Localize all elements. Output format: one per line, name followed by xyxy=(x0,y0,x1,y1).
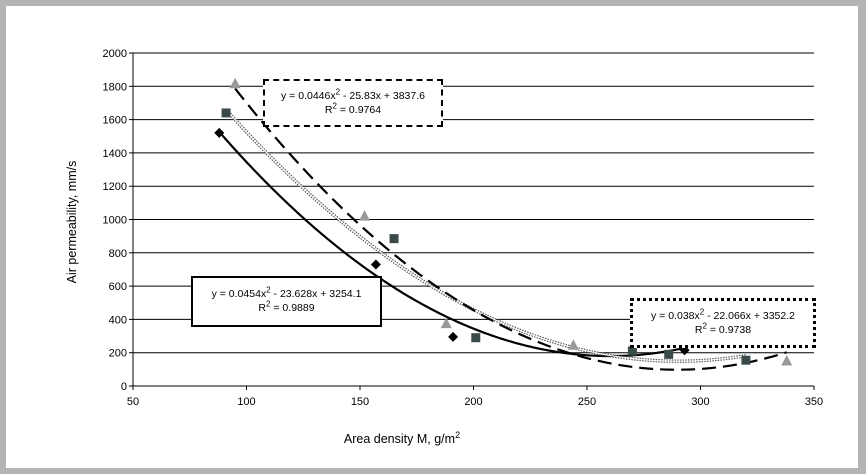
y-tick-label: 2000 xyxy=(103,48,127,60)
y-tick-label: 400 xyxy=(109,314,127,326)
x-tick-label: 150 xyxy=(351,396,369,408)
square-point xyxy=(627,346,637,356)
triangle-point xyxy=(781,355,793,366)
trendline-solid xyxy=(218,131,685,358)
square-point xyxy=(221,108,231,118)
square-point xyxy=(471,333,481,343)
x-tick-label: 200 xyxy=(464,396,482,408)
trendline-dotted-inner xyxy=(225,109,746,362)
x-tick-label: 300 xyxy=(691,396,709,408)
y-tick-label: 0 xyxy=(121,381,127,393)
y-tick-label: 200 xyxy=(109,348,127,360)
triangle-point xyxy=(359,210,371,221)
y-tick-label: 1000 xyxy=(103,215,127,227)
chart-svg: 0 200 400 600 800 1000 1200 1400 1600 1800 2000 50… xyxy=(65,48,823,446)
square-point xyxy=(389,234,399,244)
y-tick-label: 1400 xyxy=(103,148,127,160)
y-tick-label: 1200 xyxy=(103,181,127,193)
r-squared-text: R2 = 0.9889 xyxy=(258,299,315,314)
equation-text: y = 0.0454x2 - 23.628x + 3254.1 xyxy=(211,285,362,300)
equation-box-dashed: y = 0.0446x2 - 25.83x + 3837.6 R2 = 0.97… xyxy=(263,79,443,127)
diamond-point xyxy=(448,331,459,342)
x-tick-labels: 50 100 150 200 250 300 350 xyxy=(127,396,823,408)
equation-text: y = 0.0446x2 - 25.83x + 3837.6 xyxy=(281,87,425,102)
y-tick-label: 800 xyxy=(109,248,127,260)
y-tick-label: 600 xyxy=(109,281,127,293)
square-point xyxy=(741,355,751,365)
y-tick-labels: 0 200 400 600 800 1000 1200 1400 1600 1800 2000 xyxy=(103,48,127,393)
y-tick-label: 1600 xyxy=(103,115,127,127)
triangle-point xyxy=(440,317,452,329)
y-tick-label: 1800 xyxy=(103,81,127,93)
x-axis-title-superscript: 2 xyxy=(455,430,460,440)
r-squared-text: R2 = 0.9764 xyxy=(324,101,382,116)
x-tick-label: 350 xyxy=(805,396,823,408)
data-points xyxy=(214,77,793,366)
triangle-point xyxy=(567,339,579,350)
equation-box-dotted: y = 0.038x2 - 22.066x + 3352.2 R2 = 0.97… xyxy=(630,298,816,348)
x-tick-label: 100 xyxy=(237,396,255,408)
diamond-point xyxy=(214,127,225,138)
trendlines xyxy=(218,87,788,371)
chart-frame: 0 200 400 600 800 1000 1200 1400 1600 1800 2000 50… xyxy=(6,6,858,468)
x-tick-label: 250 xyxy=(578,396,596,408)
equation-text: y = 0.038x2 - 22.066x + 3352.2 xyxy=(651,307,795,322)
axes xyxy=(129,52,815,390)
triangle-point xyxy=(229,77,241,89)
square-point xyxy=(664,349,674,359)
x-axis-title-text: Area density M, g/m xyxy=(344,432,455,446)
y-axis-title: Air permeability, mm/s xyxy=(65,161,79,284)
x-axis-title: Area density M, g/m2 xyxy=(344,430,460,446)
x-tick-label: 50 xyxy=(127,396,139,408)
trendline-dashed xyxy=(234,87,788,371)
diamond-point xyxy=(370,259,381,270)
r-squared-text: R2 = 0.9738 xyxy=(694,321,752,336)
equation-box-solid: y = 0.0454x2 - 23.628x + 3254.1 R2 = 0.9… xyxy=(191,276,382,327)
